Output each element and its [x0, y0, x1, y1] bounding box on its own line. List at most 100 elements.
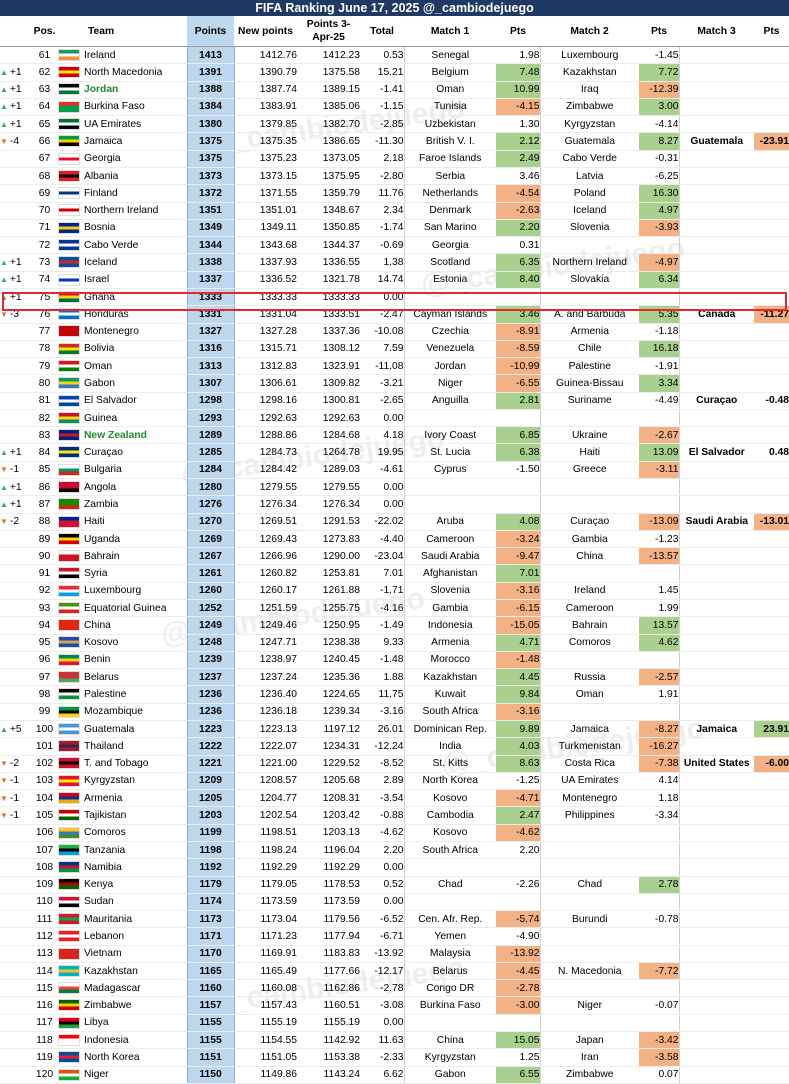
triangle-down-icon: ▼	[0, 309, 8, 319]
match3-opponent	[678, 1031, 754, 1050]
rank-change	[0, 167, 31, 186]
flag-icon	[58, 809, 80, 822]
position: 68	[31, 167, 58, 186]
match3-opponent	[678, 1048, 754, 1067]
rank-change	[0, 46, 31, 65]
points: 1338	[186, 253, 235, 272]
old-points: 1344.37	[297, 236, 360, 255]
new-points: 1284.73	[234, 443, 297, 462]
match3-points	[754, 271, 789, 289]
match2-opponent	[539, 841, 639, 860]
total-change: 15.21	[360, 63, 404, 82]
team-name: Jamaica	[84, 136, 123, 148]
position: 85	[31, 461, 58, 480]
old-points: 1284.68	[297, 426, 360, 445]
new-points: 1312.83	[234, 357, 297, 376]
old-points: 1373.05	[297, 150, 360, 168]
table-row: ▼ -4 66 Jamaica 1375 1375.35 1386.65 -11.30 Brit…	[0, 132, 789, 151]
new-points: 1351.01	[234, 202, 297, 220]
match1-opponent: British V. I.	[403, 132, 496, 151]
match3-opponent	[678, 668, 754, 687]
match1-points: -1.50	[496, 461, 540, 480]
match2-points: 1.45	[639, 582, 679, 601]
total-change: -1.74	[360, 219, 404, 238]
match1-points: -10.99	[496, 357, 540, 376]
old-points: 1261.88	[297, 582, 360, 601]
points: 1293	[186, 409, 235, 428]
team-name: Libya	[84, 1017, 109, 1029]
rank-change	[0, 582, 31, 601]
flag-icon	[58, 118, 80, 131]
match3-points	[754, 202, 789, 220]
points: 1173	[186, 910, 235, 929]
match1-points	[496, 495, 540, 514]
match2-points: -8.27	[639, 720, 679, 739]
position: 101	[31, 737, 58, 756]
team-name: Mauritania	[84, 913, 133, 925]
flag-icon	[58, 169, 80, 182]
match3-opponent: Guatemala	[678, 132, 754, 151]
match2-points: -2.67	[639, 426, 679, 445]
points: 1384	[186, 98, 235, 117]
position: 67	[31, 150, 58, 168]
flag-icon	[58, 204, 80, 217]
old-points: 1153.38	[297, 1048, 360, 1067]
match1-opponent: Faroe Islands	[403, 150, 496, 168]
match3-points	[754, 1031, 789, 1050]
total-change: 2.34	[360, 202, 404, 220]
total-change: -10.08	[360, 323, 404, 341]
position: 86	[31, 478, 58, 497]
old-points: 1192.29	[297, 858, 360, 877]
table-row: 89 Uganda 1269 1269.43 1273.83 -4.40 Cameroon -…	[0, 530, 789, 549]
table-row: 70 Northern Ireland 1351 1351.01 1348.67 2.34…	[0, 202, 789, 220]
match2-points	[639, 478, 679, 497]
match2-points: -12.39	[639, 81, 679, 99]
new-points: 1222.07	[234, 737, 297, 756]
match3-opponent	[678, 616, 754, 635]
match3-opponent	[678, 634, 754, 652]
total-change: -2.85	[360, 115, 404, 134]
match3-opponent	[678, 530, 754, 549]
rank-change	[0, 564, 31, 583]
match3-opponent	[678, 962, 754, 981]
match3-points	[754, 530, 789, 549]
flag-icon	[58, 515, 80, 528]
flag-icon	[58, 912, 80, 925]
match2-opponent: Guinea-Bissau	[539, 374, 639, 393]
old-points: 1173.59	[297, 893, 360, 912]
old-points: 1143.24	[297, 1066, 360, 1084]
total-change: -1.15	[360, 98, 404, 117]
team-cell: Jordan	[58, 81, 187, 99]
match1-opponent: Anguilla	[403, 392, 496, 410]
team-cell: Angola	[58, 478, 187, 497]
table-row: 111 Mauritania 1173 1173.04 1179.56 -6.52 Cen.…	[0, 910, 789, 929]
points: 1151	[186, 1048, 235, 1067]
position: 91	[31, 564, 58, 583]
table-row: 93 Equatorial Guinea 1252 1251.59 1255.75 -4.…	[0, 599, 789, 618]
match1-opponent	[403, 288, 496, 307]
rank-change	[0, 1014, 31, 1033]
table-row: 67 Georgia 1375 1375.23 1373.05 2.18 Faroe Isl…	[0, 150, 789, 168]
flag-icon	[58, 671, 80, 684]
match1-opponent: Uzbekistan	[403, 115, 496, 134]
total-change: 9.33	[360, 634, 404, 652]
points: 1222	[186, 737, 235, 756]
position: 64	[31, 98, 58, 117]
total-change: 1.88	[360, 668, 404, 687]
rank-change: ▼ -4	[0, 132, 31, 151]
match1-points: 15.05	[496, 1031, 540, 1050]
match1-points: -3.16	[496, 582, 540, 601]
match1-points: 7.01	[496, 564, 540, 583]
total-change: -1.71	[360, 582, 404, 601]
old-points: 1386.65	[297, 132, 360, 151]
match3-points	[754, 616, 789, 635]
match3-points	[754, 910, 789, 929]
match1-points: 2.81	[496, 392, 540, 410]
team-name: Northern Ireland	[84, 205, 159, 217]
triangle-up-icon: ▲	[0, 102, 8, 112]
match2-points	[639, 979, 679, 998]
team-cell: Luxembourg	[58, 582, 187, 601]
ranking-rows: 61 Ireland 1413 1412.76 1412.23 0.53 Senegal 1.…	[0, 46, 789, 1084]
points: 1165	[186, 962, 235, 981]
match1-opponent: St. Kitts	[403, 755, 496, 773]
